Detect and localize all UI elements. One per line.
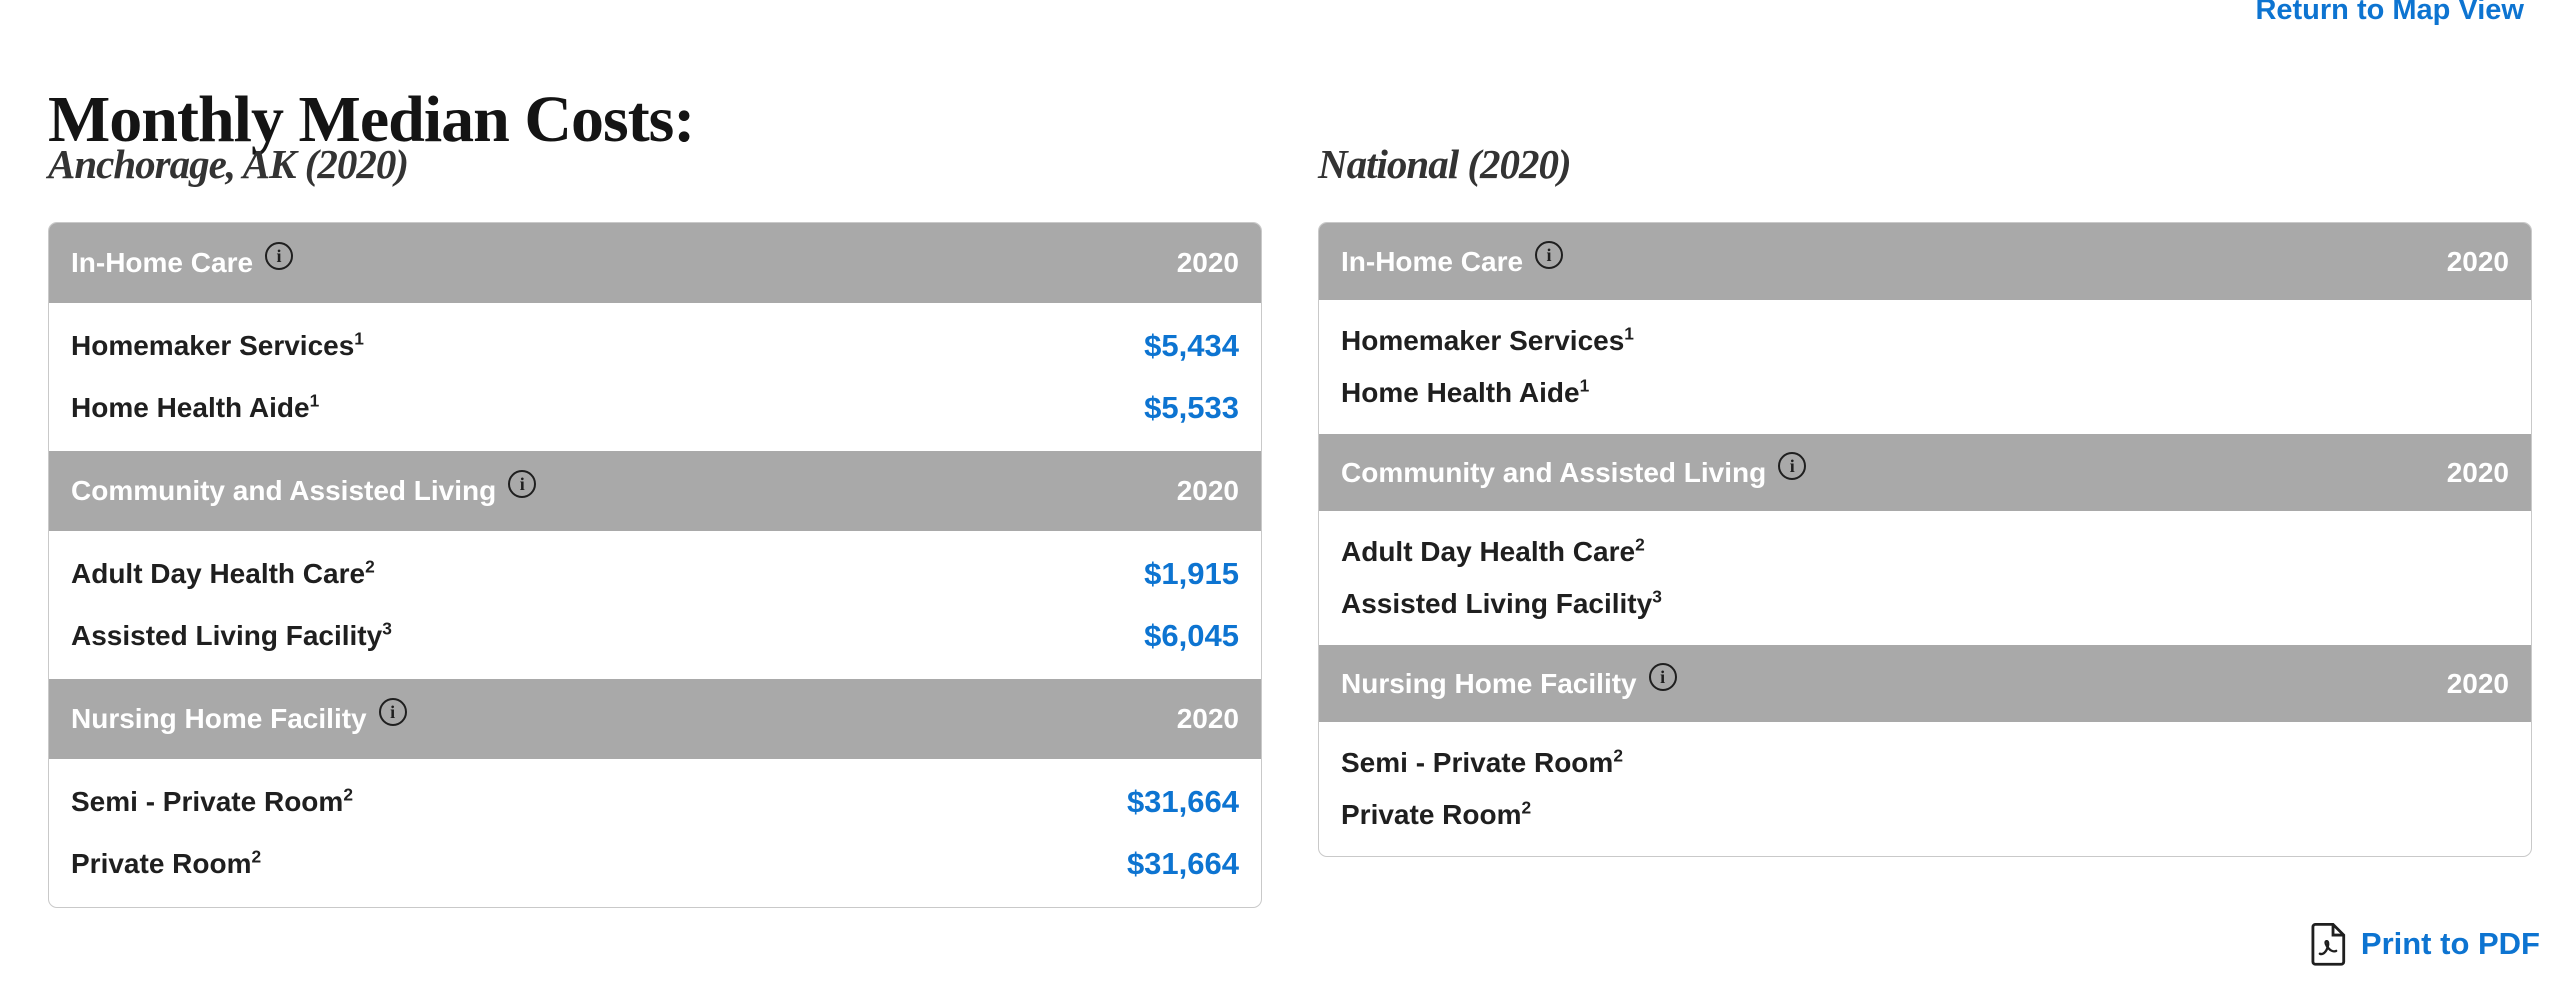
footnote-marker: 3 xyxy=(1652,586,1662,607)
row-value: $6,045 xyxy=(1144,618,1239,653)
row-value: $1,915 xyxy=(1144,556,1239,591)
row-value: $31,664 xyxy=(1126,784,1239,819)
section-title: Nursing Home Facility xyxy=(1341,667,1637,699)
row-value: $5,533 xyxy=(1144,390,1239,425)
section-year: 2020 xyxy=(2446,245,2509,277)
section-rows: Semi - Private Room2 Private Room2 xyxy=(1319,722,2531,856)
row-label: Adult Day Health Care2 xyxy=(71,558,375,590)
table-row: Home Health Aide1 xyxy=(1319,367,2531,419)
row-label-text: Adult Day Health Care xyxy=(71,558,366,589)
table-row: Assisted Living Facility3 $6,045 xyxy=(49,605,1261,667)
pdf-icon xyxy=(2309,922,2347,966)
row-label-text: Assisted Living Facility xyxy=(71,620,383,651)
row-label-text: Home Health Aide xyxy=(71,392,310,423)
row-label: Homemaker Services1 xyxy=(71,330,364,362)
row-value: $31,664 xyxy=(1126,846,1239,881)
table-row: Assisted Living Facility3 xyxy=(1319,578,2531,630)
section-header-in-home-care: In-Home Care i 2020 xyxy=(49,223,1261,303)
footnote-marker: 2 xyxy=(1613,745,1623,766)
section-header-in-home-care: In-Home Care i 2020 xyxy=(1319,223,2531,300)
table-row: Adult Day Health Care2 $1,915 xyxy=(49,543,1261,605)
section-year: 2020 xyxy=(1176,703,1239,734)
table-row: Homemaker Services1 $5,434 xyxy=(49,315,1261,377)
cost-table-local: In-Home Care i 2020 Homemaker Services1 … xyxy=(48,222,1262,908)
section-title: Community and Assisted Living xyxy=(71,475,497,506)
print-to-pdf-button[interactable]: Print to PDF xyxy=(2309,922,2540,966)
section-year: 2020 xyxy=(2446,456,2509,488)
section-rows: Homemaker Services1 $5,434 Home Health A… xyxy=(49,303,1261,451)
row-label-text: Home Health Aide xyxy=(1341,377,1580,408)
return-to-map-view-link[interactable]: Return to Map View xyxy=(2255,0,2524,26)
section-year: 2020 xyxy=(1176,247,1239,278)
cost-table-national: In-Home Care i 2020 Homemaker Services1 … xyxy=(1318,222,2532,857)
table-row: Private Room2 xyxy=(1319,789,2531,841)
row-label-text: Adult Day Health Care xyxy=(1341,536,1636,567)
info-icon[interactable]: i xyxy=(378,698,407,726)
row-label: Assisted Living Facility3 xyxy=(1341,588,1662,620)
footnote-marker: 1 xyxy=(354,328,364,349)
row-label-text: Private Room xyxy=(1341,799,1522,830)
row-label-text: Semi - Private Room xyxy=(1341,747,1614,778)
section-year: 2020 xyxy=(1176,475,1239,506)
info-icon[interactable]: i xyxy=(508,470,537,498)
row-label-text: Assisted Living Facility xyxy=(1341,588,1653,619)
section-header-nursing-home-facility: Nursing Home Facility i 2020 xyxy=(49,679,1261,759)
section-header-nursing-home-facility: Nursing Home Facility i 2020 xyxy=(1319,645,2531,722)
section-title: Community and Assisted Living xyxy=(1341,456,1767,488)
row-label: Private Room2 xyxy=(1341,799,1531,831)
info-icon[interactable]: i xyxy=(1778,451,1807,480)
row-label: Assisted Living Facility3 xyxy=(71,620,392,652)
info-icon[interactable]: i xyxy=(1535,240,1564,269)
row-label-text: Semi - Private Room xyxy=(71,786,344,817)
footnote-marker: 1 xyxy=(1624,323,1634,344)
footnote-marker: 2 xyxy=(1635,534,1645,555)
row-label: Semi - Private Room2 xyxy=(71,786,353,818)
footnote-marker: 2 xyxy=(365,556,375,577)
section-header-community-assisted-living: Community and Assisted Living i 2020 xyxy=(1319,434,2531,511)
table-row: Semi - Private Room2 xyxy=(1319,737,2531,789)
section-rows: Semi - Private Room2 $31,664 Private Roo… xyxy=(49,759,1261,907)
section-year: 2020 xyxy=(2446,667,2509,699)
print-to-pdf-label: Print to PDF xyxy=(2360,926,2540,961)
section-rows: Homemaker Services1 Home Health Aide1 xyxy=(1319,300,2531,434)
footnote-marker: 1 xyxy=(1579,375,1590,396)
table-row: Private Room2 $31,664 xyxy=(49,833,1261,895)
section-title: In-Home Care xyxy=(71,247,254,278)
row-label-text: Homemaker Services xyxy=(71,330,355,361)
row-label: Private Room2 xyxy=(71,848,261,880)
section-rows: Adult Day Health Care2 $1,915 Assisted L… xyxy=(49,531,1261,679)
info-icon[interactable]: i xyxy=(1648,662,1677,691)
page-title: Monthly Median Costs: xyxy=(48,83,695,157)
section-title: Nursing Home Facility xyxy=(71,703,367,734)
footnote-marker: 2 xyxy=(251,846,262,867)
national-subtitle: National (2020) xyxy=(1318,141,1572,187)
section-header-community-assisted-living: Community and Assisted Living i 2020 xyxy=(49,451,1261,531)
row-label-text: Homemaker Services xyxy=(1341,325,1625,356)
section-title: In-Home Care xyxy=(1341,245,1524,277)
footnote-marker: 2 xyxy=(1521,797,1532,818)
table-row: Homemaker Services1 xyxy=(1319,315,2531,367)
row-label: Adult Day Health Care2 xyxy=(1341,536,1645,568)
table-row: Semi - Private Room2 $31,664 xyxy=(49,771,1261,833)
table-row: Adult Day Health Care2 xyxy=(1319,526,2531,578)
row-label-text: Private Room xyxy=(71,848,252,879)
row-value: $5,434 xyxy=(1144,328,1239,363)
footnote-marker: 1 xyxy=(309,390,320,411)
row-label: Home Health Aide1 xyxy=(1341,377,1589,409)
section-rows: Adult Day Health Care2 Assisted Living F… xyxy=(1319,511,2531,645)
footnote-marker: 2 xyxy=(343,784,353,805)
location-subtitle: Anchorage, AK (2020) xyxy=(48,141,409,187)
table-row: Home Health Aide1 $5,533 xyxy=(49,377,1261,439)
footnote-marker: 3 xyxy=(382,618,392,639)
row-label: Semi - Private Room2 xyxy=(1341,747,1623,779)
info-icon[interactable]: i xyxy=(265,242,294,270)
row-label: Homemaker Services1 xyxy=(1341,325,1634,357)
row-label: Home Health Aide1 xyxy=(71,392,319,424)
